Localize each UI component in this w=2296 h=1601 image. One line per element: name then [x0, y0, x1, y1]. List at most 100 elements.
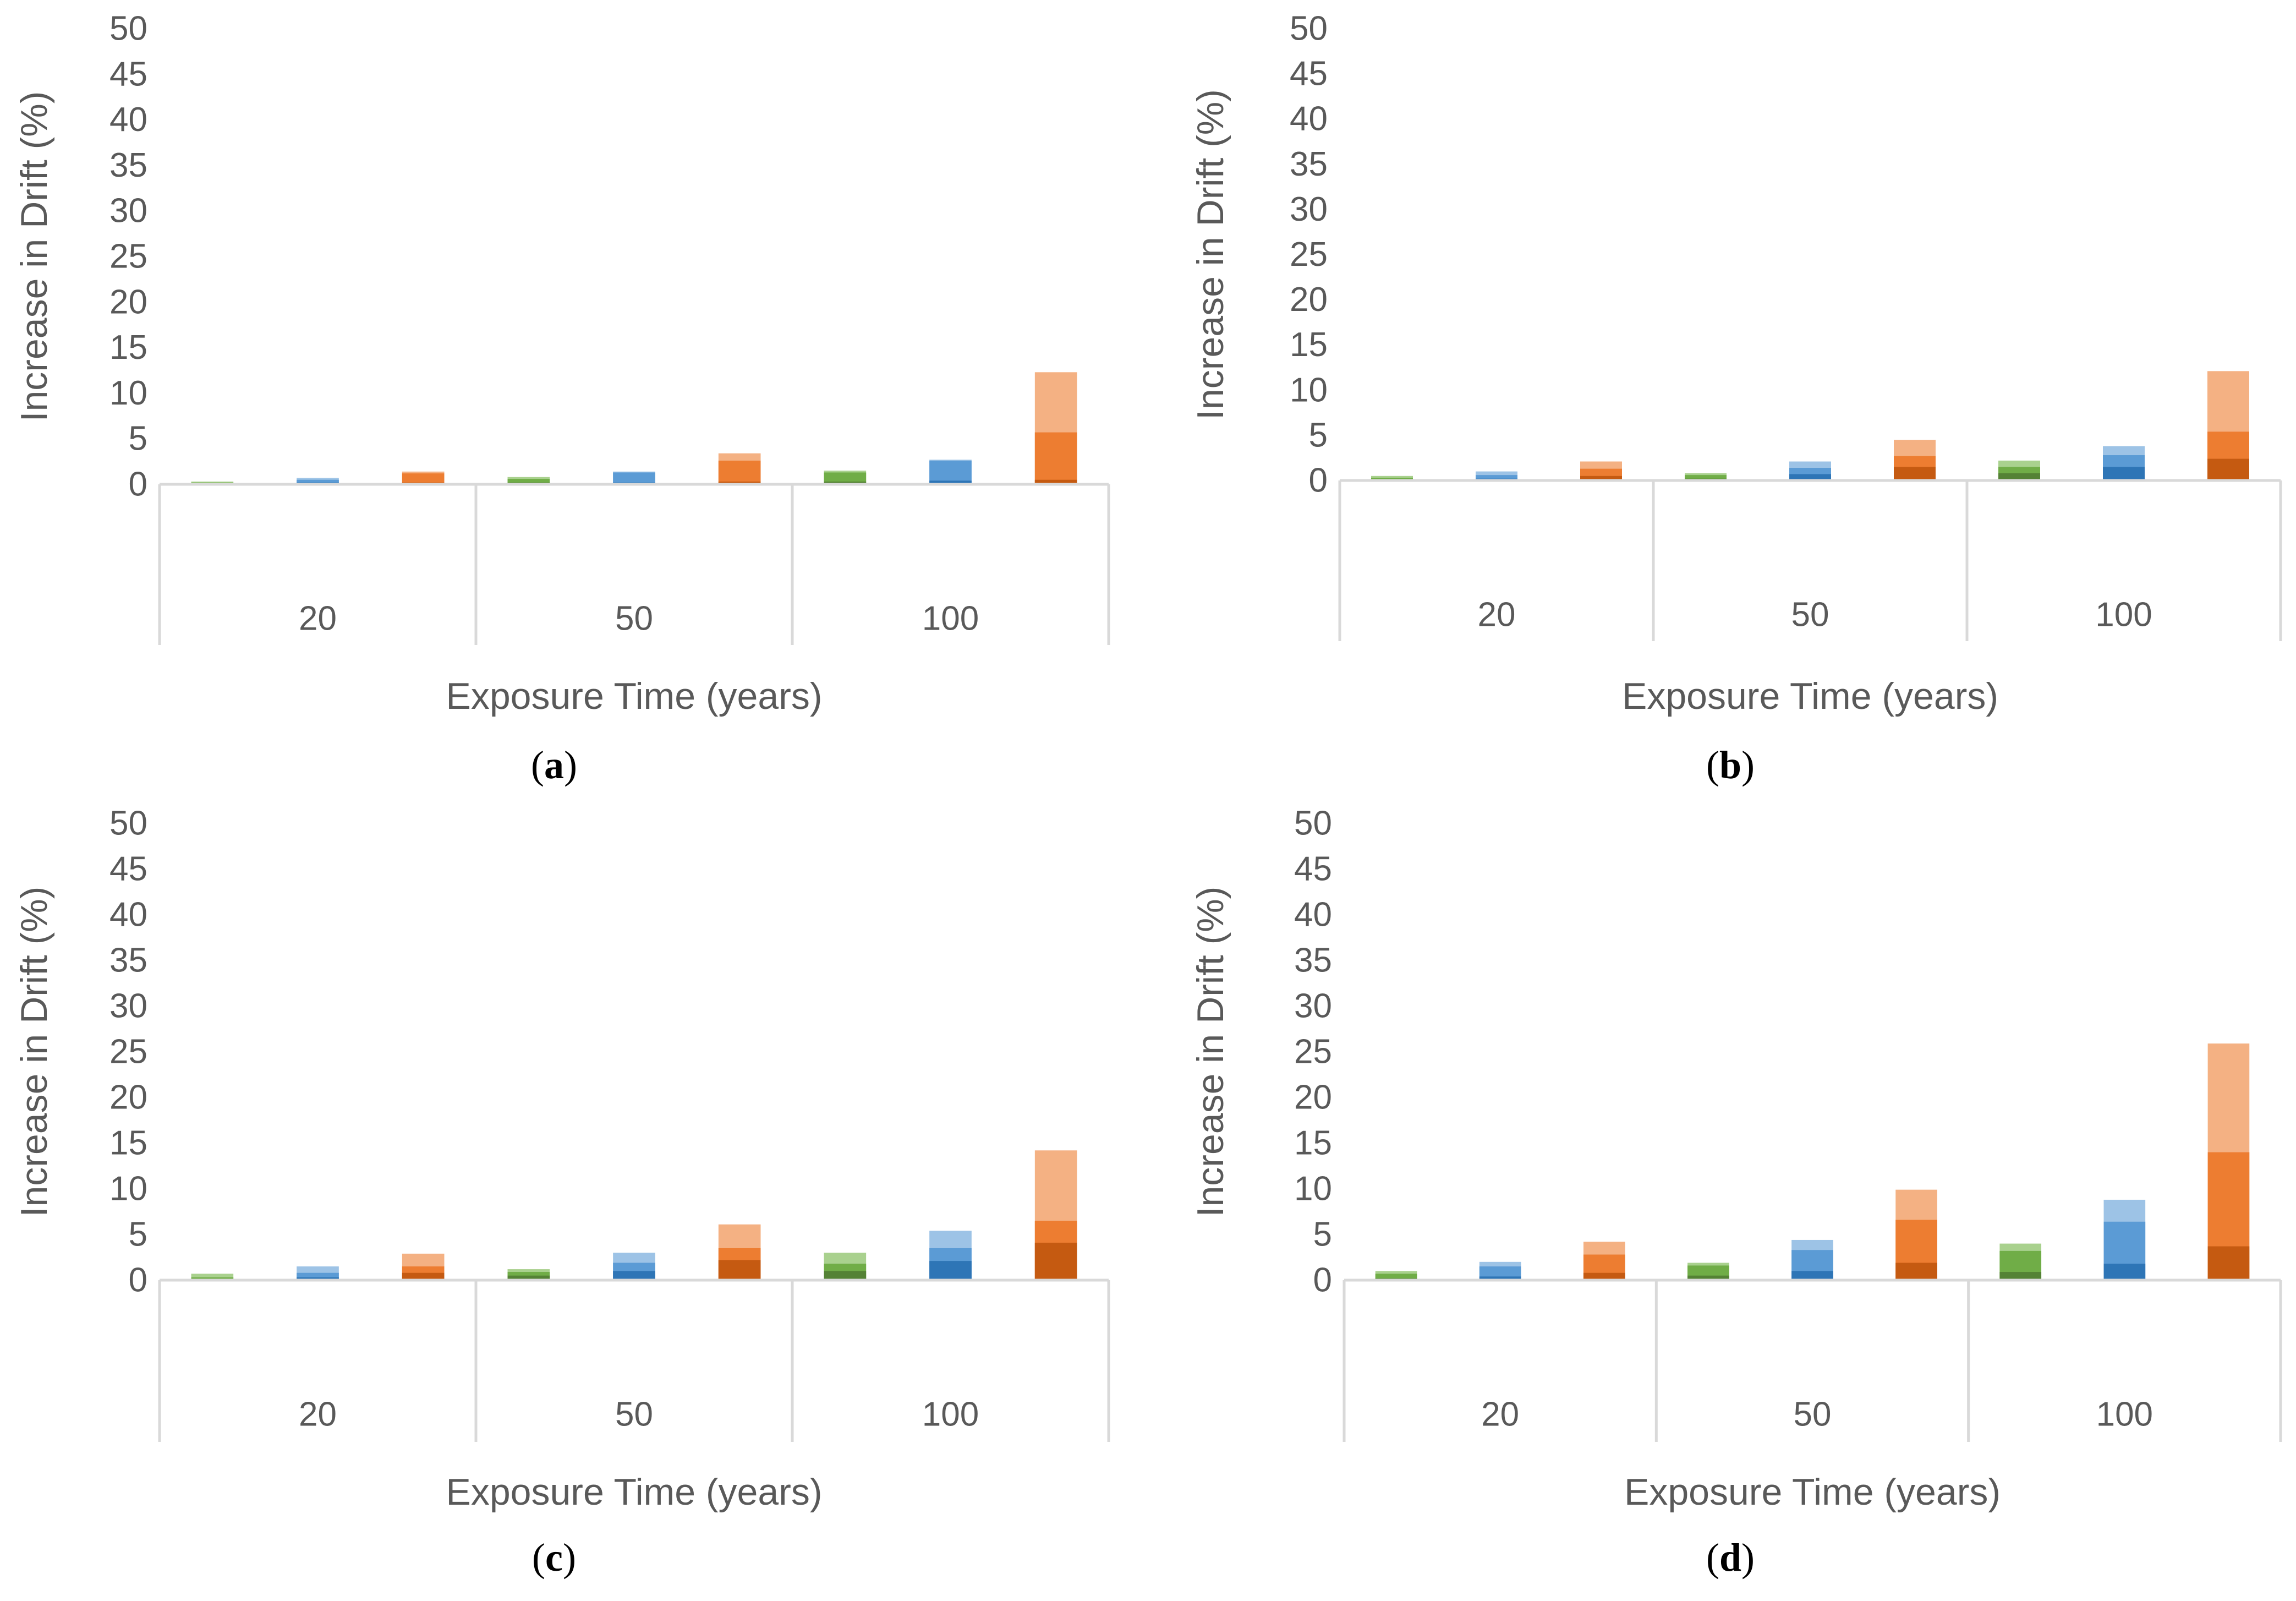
bar-blue-layer-1	[929, 1261, 972, 1280]
bar-green-layer-2	[1685, 475, 1727, 480]
bar-orange-layer-1	[402, 1272, 445, 1280]
panel-label-open: (	[531, 743, 544, 787]
y-tick-label: 50	[1294, 805, 1332, 843]
y-tick-label: 35	[109, 942, 147, 980]
bar-green-layer-1	[1998, 473, 2040, 480]
chart-panel-b: 0 5 10 15 20 25 30 35 40 45 50 Increase in Drift (%…	[1190, 10, 2282, 787]
x-axis-title: Exposure Time (years)	[446, 675, 823, 717]
bar-blue-layer-1	[1791, 1271, 1833, 1280]
bar-green-layer-2	[824, 472, 867, 484]
x-tick-label: 20	[1478, 596, 1516, 634]
panel-label-letter: d	[1719, 1536, 1741, 1580]
panel-label-close: )	[1741, 1536, 1755, 1580]
y-tick-label: 0	[1313, 1261, 1332, 1299]
panel-label-letter: c	[545, 1536, 563, 1580]
panel-label-open: (	[1706, 1536, 1719, 1580]
y-tick-label: 40	[109, 896, 147, 934]
y-tick-label: 10	[109, 1170, 147, 1208]
x-tick-label: 100	[922, 1396, 979, 1434]
y-tick-label: 35	[109, 146, 147, 184]
y-tick-label: 20	[1294, 1079, 1332, 1117]
x-axis-title: Exposure Time (years)	[1622, 675, 1998, 717]
bar-orange-layer-2	[718, 460, 761, 484]
y-tick-label: 40	[109, 101, 147, 139]
bar-blue-layer-2	[1476, 475, 1517, 480]
y-tick-label: 20	[1290, 281, 1328, 319]
chart-panel-d: 0 5 10 15 20 25 30 35 40 45 50 Increase in Drift (%…	[1190, 805, 2282, 1580]
bar-green-layer-1	[824, 1271, 867, 1280]
y-tick-label: 10	[1290, 371, 1328, 409]
bar-orange-layer-1	[2207, 1246, 2250, 1280]
panel-label-close: )	[1741, 743, 1755, 787]
bar-blue-layer-1	[2103, 467, 2145, 480]
y-tick-label: 20	[109, 1079, 147, 1117]
bar-blue-layer-2	[929, 460, 972, 484]
x-tick-label: 50	[615, 1396, 653, 1434]
panel-label-letter: a	[544, 743, 564, 787]
y-tick-label: 15	[1290, 326, 1328, 364]
y-tick-label: 15	[109, 1124, 147, 1162]
bar-green-layer-1	[1999, 1272, 2042, 1280]
x-tick-label: 50	[1794, 1396, 1832, 1434]
y-tick-label: 45	[1290, 55, 1328, 93]
y-tick-label: 40	[1294, 896, 1332, 934]
y-tick-label: 40	[1290, 100, 1328, 138]
y-axis-title: Increase in Drift (%)	[1190, 89, 1231, 420]
y-tick-label: 5	[1313, 1216, 1332, 1254]
bar-orange-layer-1	[1895, 1263, 1937, 1280]
y-tick-label: 5	[129, 1216, 147, 1254]
x-tick-label: 100	[2095, 596, 2152, 634]
bar-orange-layer-2	[1034, 432, 1077, 484]
y-tick-label: 0	[129, 1261, 147, 1299]
y-tick-label: 30	[109, 192, 147, 230]
panel-label: (b)	[1706, 743, 1755, 787]
y-tick-label: 30	[1290, 190, 1328, 228]
bar-green-layer-2	[507, 479, 550, 484]
bar-blue-layer-1	[2103, 1264, 2146, 1280]
y-tick-label: 25	[109, 1033, 147, 1071]
y-tick-label: 0	[1309, 462, 1328, 500]
x-axis-title: Exposure Time (years)	[446, 1471, 823, 1513]
y-tick-label: 35	[1290, 145, 1328, 183]
bar-orange-layer-1	[2207, 458, 2249, 480]
bar-orange-layer-2	[402, 473, 445, 484]
y-tick-label: 35	[1294, 942, 1332, 980]
x-tick-label: 100	[2096, 1396, 2153, 1434]
y-tick-label: 5	[129, 420, 147, 458]
bar-orange-layer-1	[1034, 479, 1077, 484]
x-tick-label: 50	[615, 600, 653, 638]
panel-label-close: )	[563, 1536, 576, 1580]
x-tick-label: 20	[299, 600, 337, 638]
panel-label-letter: b	[1719, 743, 1741, 787]
bar-orange-layer-1	[718, 1260, 761, 1280]
y-axis-title: Increase in Drift (%)	[1190, 887, 1231, 1217]
y-axis-title: Increase in Drift (%)	[13, 91, 55, 422]
x-axis-title: Exposure Time (years)	[1624, 1471, 2001, 1513]
bar-blue-layer-1	[1789, 474, 1831, 480]
x-tick-label: 50	[1791, 596, 1829, 634]
bar-orange-layer-1	[1894, 467, 1936, 480]
y-tick-label: 25	[1290, 236, 1328, 274]
x-tick-label: 100	[922, 600, 979, 638]
panel-label-open: (	[1706, 743, 1719, 787]
bar-orange-layer-1	[1580, 476, 1622, 480]
y-tick-label: 10	[109, 374, 147, 412]
y-tick-label: 20	[109, 283, 147, 321]
y-axis-title: Increase in Drift (%)	[13, 887, 55, 1217]
y-tick-label: 45	[109, 55, 147, 93]
bar-blue-layer-2	[297, 479, 339, 484]
bar-green-layer-2	[1375, 1274, 1417, 1280]
panel-label: (a)	[531, 743, 577, 787]
bar-blue-layer-2	[613, 472, 655, 484]
bar-green-layer-1	[1687, 1275, 1729, 1280]
y-tick-label: 15	[1294, 1124, 1332, 1162]
y-tick-label: 45	[1294, 850, 1332, 888]
y-tick-label: 30	[109, 987, 147, 1025]
bar-blue-layer-1	[929, 480, 972, 484]
bar-orange-layer-1	[1034, 1242, 1077, 1280]
y-tick-label: 25	[1294, 1033, 1332, 1071]
panel-label-close: )	[564, 743, 577, 787]
bar-green-layer-1	[507, 1275, 550, 1280]
bar-blue-layer-1	[613, 1271, 655, 1280]
